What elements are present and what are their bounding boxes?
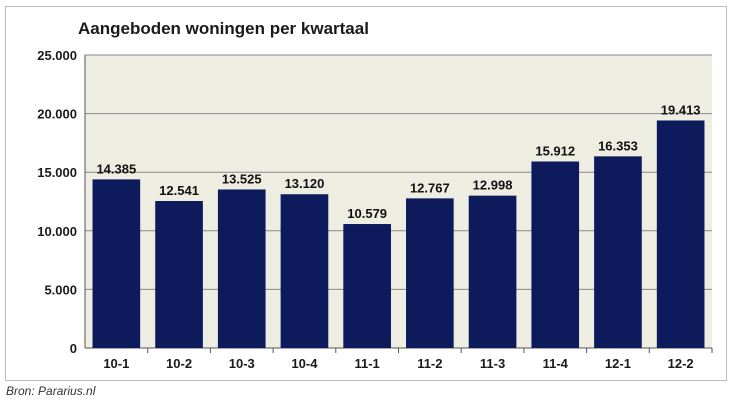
data-label: 10.579 — [347, 206, 387, 221]
y-tick-label: 0 — [70, 341, 77, 356]
x-tick-label: 10-1 — [103, 356, 129, 371]
bar-11-3 — [468, 195, 517, 348]
bar-11-1 — [343, 224, 391, 348]
y-tick-label: 10.000 — [37, 224, 77, 239]
bar-10-2 — [155, 201, 203, 348]
data-label: 16.353 — [598, 138, 638, 153]
data-label: 14.385 — [96, 161, 136, 176]
bar-11-4 — [531, 161, 580, 348]
bar-10-3 — [217, 189, 266, 348]
x-tick-label: 12-1 — [605, 356, 631, 371]
y-tick-label: 20.000 — [37, 107, 77, 122]
chart-title: Aangeboden woningen per kwartaal — [78, 19, 369, 38]
x-tick-label: 10-3 — [229, 356, 255, 371]
bar-12-2 — [656, 120, 705, 348]
source-note: Bron: Pararius.nl — [6, 384, 96, 398]
x-tick-label: 11-4 — [543, 356, 569, 371]
y-tick-label: 15.000 — [37, 165, 77, 180]
x-tick-label: 11-3 — [480, 356, 505, 371]
data-label: 13.525 — [222, 171, 262, 186]
x-tick-label: 10-2 — [166, 356, 192, 371]
data-label: 12.998 — [473, 178, 513, 193]
data-label: 19.413 — [661, 102, 701, 117]
bar-11-2 — [406, 198, 454, 348]
data-label: 13.120 — [285, 176, 325, 191]
x-tick-label: 10-4 — [291, 356, 318, 371]
bar-12-1 — [594, 156, 642, 348]
x-tick-label: 12-2 — [668, 356, 694, 371]
x-tick-label: 11-1 — [354, 356, 379, 371]
data-label: 12.541 — [159, 183, 199, 198]
data-label: 12.767 — [410, 180, 450, 195]
x-tick-label: 11-2 — [417, 356, 442, 371]
data-label: 15.912 — [535, 144, 575, 159]
y-tick-label: 25.000 — [37, 48, 77, 63]
bar-10-1 — [92, 179, 141, 348]
bar-10-4 — [280, 194, 329, 348]
y-tick-label: 5.000 — [44, 282, 77, 297]
